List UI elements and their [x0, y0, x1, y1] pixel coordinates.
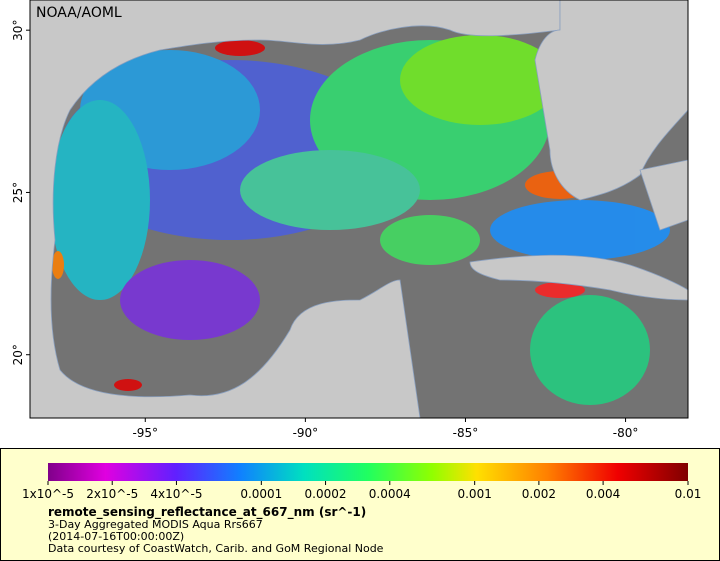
colorbar-tick-label: 0.004: [586, 487, 620, 501]
colorbar: [48, 463, 688, 481]
colorbar-tick-label: 0.002: [522, 487, 556, 501]
colorbar-tick-label: 4x10^-5: [150, 487, 202, 501]
x-tick-label: -90°: [293, 426, 319, 440]
colorbar-tick-label: 0.0004: [369, 487, 411, 501]
colorbar-tick-label: 0.01: [675, 487, 702, 501]
legend-line: (2014-07-16T00:00:00Z): [48, 530, 184, 543]
x-tick-label: -85°: [453, 426, 479, 440]
colorbar-tick-label: 1x10^-5: [22, 487, 74, 501]
legend-line: 3-Day Aggregated MODIS Aqua Rrs667: [48, 518, 263, 531]
legend-variable: remote_sensing_reflectance_at_667_nm (sr…: [48, 505, 366, 520]
colorbar-tick-label: 0.001: [457, 487, 491, 501]
map-frame: [29, 0, 689, 419]
colorbar-tick-label: 0.0001: [240, 487, 282, 501]
y-tick-label: 30°: [11, 20, 25, 41]
y-tick-label: 20°: [11, 344, 25, 365]
legend-line: Data courtesy of CoastWatch, Carib. and …: [48, 542, 384, 555]
y-tick-label: 25°: [11, 182, 25, 203]
colorbar-tick-label: 0.0002: [305, 487, 347, 501]
x-tick-label: -95°: [132, 426, 158, 440]
colorbar-tick-label: 2x10^-5: [86, 487, 138, 501]
data-swath: [50, 35, 670, 405]
land: [30, 0, 688, 418]
x-tick-label: -80°: [613, 426, 639, 440]
map: [30, 0, 688, 418]
credit: NOAA/AOML: [36, 5, 122, 21]
